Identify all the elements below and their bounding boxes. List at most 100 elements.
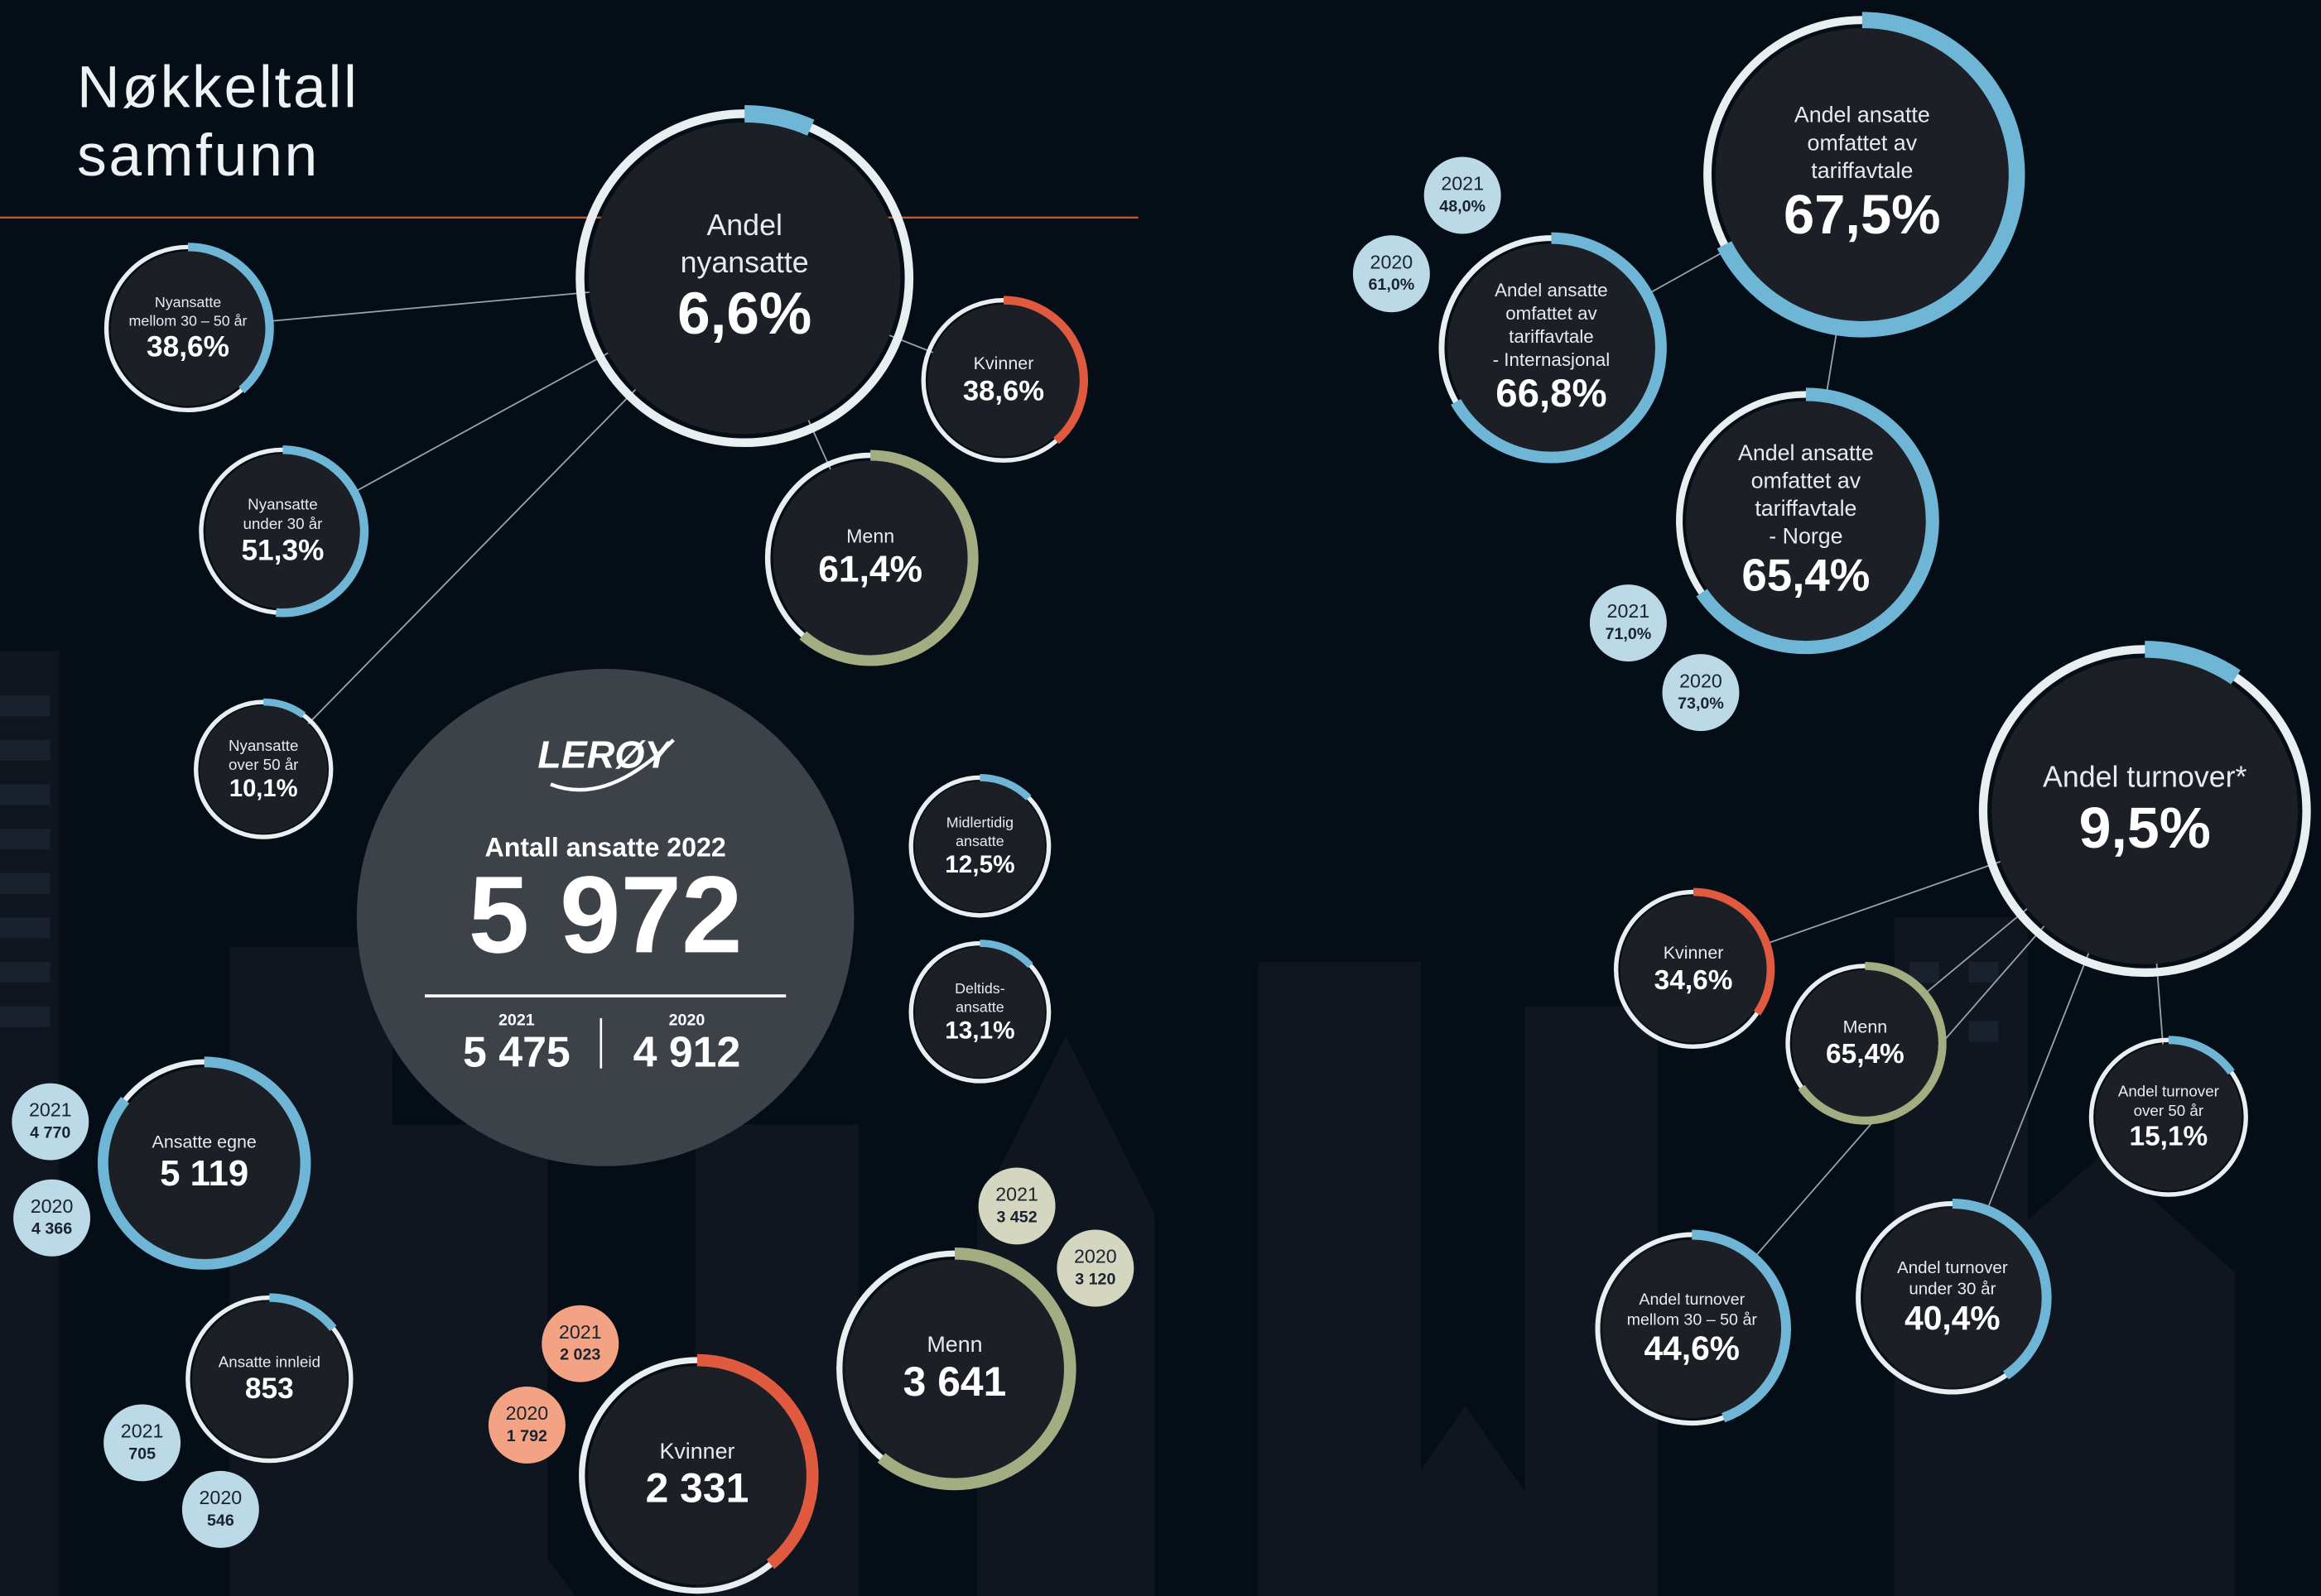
metric-label: Ansatte egne	[152, 1132, 257, 1152]
metric-label: mellom 30 – 50 år	[1627, 1310, 1758, 1329]
metric-value: 2 331	[646, 1465, 749, 1512]
metric-label: Nyansatte	[229, 737, 298, 754]
year-value: 546	[207, 1512, 234, 1530]
logo: LERØY	[537, 733, 673, 776]
metric-value: 5 119	[160, 1153, 248, 1194]
metric: Andel turnover*9,5%	[1983, 649, 2307, 973]
year-value: 48,0%	[1439, 197, 1486, 215]
year-label: 2020	[1074, 1246, 1117, 1267]
metric-value: 66,8%	[1495, 372, 1606, 416]
metric-label: Andel ansatte	[1495, 280, 1608, 300]
metric-label: Andel turnover*	[2043, 761, 2247, 794]
year-label: 2021	[1441, 173, 1484, 195]
metric-value: 15,1%	[2130, 1122, 2208, 1152]
year-value: 61,0%	[1369, 276, 1415, 294]
metric-label: Nyansatte	[248, 496, 318, 513]
metric-label: tariffavtale	[1755, 496, 1856, 521]
metric: Andel ansatteomfattet avtariffavtale67,5…	[1707, 20, 2017, 329]
metric-value: 38,6%	[963, 376, 1044, 407]
metric-value: 3 641	[903, 1358, 1007, 1405]
year-label: 2021	[29, 1099, 72, 1121]
year-value: 3 452	[996, 1208, 1037, 1226]
metric-value: 40,4%	[1904, 1299, 2000, 1337]
metric-value: 6,6%	[677, 281, 811, 347]
metric-value: 65,4%	[1741, 549, 1870, 600]
year-bubble	[979, 1167, 1056, 1244]
metric-label: Kvinner	[974, 353, 1034, 373]
infographic: Nøkkeltall samfunn LERØY Antall ansatte …	[0, 0, 2321, 1596]
metric-label: - Internasjonal	[1493, 349, 1610, 370]
title-line: Nøkkeltall	[77, 55, 359, 121]
metric-label: Menn	[927, 1332, 982, 1357]
metric-label: Andel ansatte	[1794, 103, 1930, 127]
metric-label: Andel turnover	[2118, 1083, 2219, 1100]
metric: Nyansatte over 50 år 10,1%	[196, 702, 331, 837]
metric-label: Andel turnover	[1639, 1291, 1745, 1309]
year-value: 1 792	[507, 1427, 547, 1445]
metric-label: ansatte	[956, 998, 1004, 1015]
metric-label: Ansatte innleid	[219, 1353, 320, 1371]
year-value: 73,0%	[1678, 695, 1724, 713]
city-silhouette	[0, 651, 2235, 1596]
year-value: 4 366	[31, 1220, 72, 1238]
metric-value: 38,6%	[147, 330, 229, 363]
metric: 2021 48,0% 2020 61,0% Andel ansatte omfattet …	[1353, 157, 1661, 458]
year-label: 2021	[121, 1421, 164, 1442]
metric-value: 12,5%	[945, 851, 1014, 878]
total-value: 5 972	[469, 853, 743, 976]
metric-label: Andel	[706, 209, 782, 242]
year-label: 2020	[31, 1195, 74, 1217]
metric-label: mellom 30 – 50 år	[129, 312, 248, 329]
metric-label: over 50 år	[229, 756, 298, 773]
year-label: 2021	[1607, 600, 1650, 622]
prev-value: 5 475	[463, 1027, 571, 1075]
year-bubble	[1590, 584, 1667, 661]
disc	[1447, 244, 1655, 452]
metric: Andelnyansatte6,6%	[580, 113, 908, 442]
year-label: 2020	[1370, 251, 1413, 272]
metric-label: under 30 år	[1909, 1280, 1996, 1299]
prev-value: 4 912	[633, 1027, 741, 1075]
year-bubble	[1057, 1230, 1134, 1307]
metric-label: Kvinner	[660, 1439, 735, 1464]
disc	[1686, 401, 1926, 641]
metric-label: Andel turnover	[1897, 1258, 2008, 1277]
year-bubble	[182, 1471, 259, 1548]
metric-label: tariffavtale	[1811, 158, 1913, 183]
title-line: samfunn	[77, 123, 320, 189]
metric-value: 65,4%	[1826, 1039, 1904, 1070]
year-label: 2020	[1679, 670, 1722, 691]
year-bubble	[542, 1305, 619, 1382]
metric: Kvinner 38,6%	[923, 300, 1084, 461]
metric-label: omfattet av	[1751, 469, 1861, 493]
metric-value: 61,4%	[818, 549, 922, 589]
metric-label: Nyansatte	[155, 294, 221, 310]
metric-label: Deltids-	[955, 980, 1005, 997]
metric-value: 9,5%	[2079, 796, 2211, 860]
metric: Kvinner34,6%	[1616, 892, 1771, 1047]
year-bubble	[489, 1387, 566, 1464]
metric-value: 44,6%	[1644, 1329, 1740, 1368]
metric-label: Kvinner	[1664, 943, 1724, 963]
metric: 202171,0%202073,0%Andel ansatteomfattet …	[1590, 394, 1933, 731]
metric-value: 853	[245, 1372, 294, 1405]
metric-label: tariffavtale	[1509, 326, 1594, 347]
metric-label: Midlertidig	[946, 815, 1014, 831]
metric-value: 13,1%	[945, 1017, 1014, 1044]
total-circle: LERØY Antall ansatte 2022 5 972 2021 5 4…	[357, 669, 855, 1166]
year-label: 2021	[995, 1184, 1038, 1205]
metric-label: Menn	[846, 526, 894, 547]
metric: Deltids-ansatte 13,1%	[911, 944, 1048, 1081]
year-bubble	[1424, 157, 1501, 234]
year-label: 2021	[559, 1321, 602, 1343]
metric-label: - Norge	[1769, 524, 1842, 549]
year-bubble	[104, 1404, 181, 1481]
page: { "title": ["Nøkkeltall", "samfunn"], "l…	[0, 0, 2321, 1596]
metric-label: omfattet av	[1505, 303, 1597, 324]
metric-value: 10,1%	[229, 776, 298, 802]
year-value: 71,0%	[1606, 625, 1652, 643]
